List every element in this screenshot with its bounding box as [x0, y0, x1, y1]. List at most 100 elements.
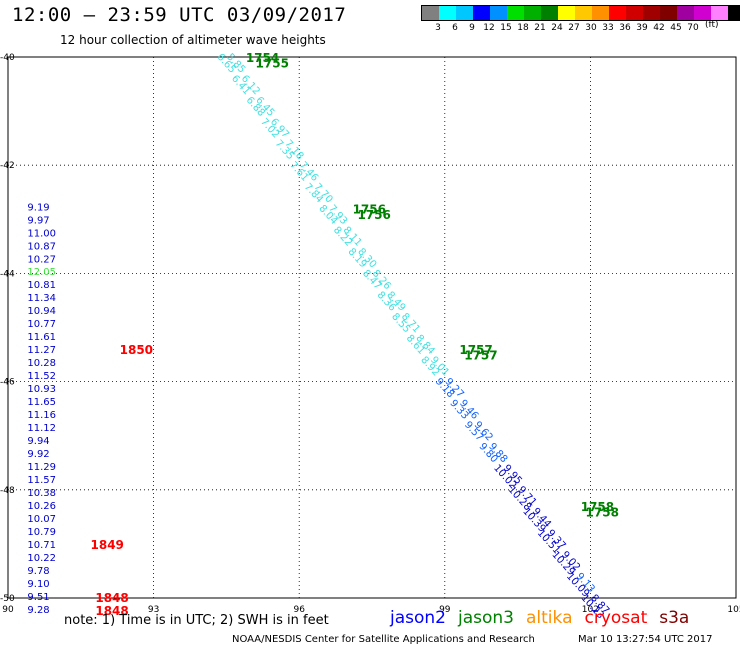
swh-value: 11.12 — [27, 423, 56, 434]
color-scale-label: 24 — [551, 23, 563, 33]
color-scale-label: 70 — [687, 23, 699, 33]
color-scale-label: 42 — [653, 23, 665, 33]
color-swatch — [609, 6, 626, 20]
time-label: 1758 — [586, 505, 619, 519]
color-scale-label: 33 — [602, 23, 614, 33]
swh-value: 11.29 — [27, 462, 56, 473]
color-scale-label: 18 — [517, 23, 529, 33]
y-tick-label: -44 — [0, 269, 15, 279]
color-swatch — [592, 6, 609, 20]
color-scale-label: 36 — [619, 23, 631, 33]
swh-value: 11.57 — [27, 475, 56, 486]
color-swatch — [507, 6, 524, 20]
y-tick-label: -48 — [0, 486, 15, 496]
swh-value: 11.52 — [27, 371, 56, 382]
swh-value: 11.65 — [27, 397, 56, 408]
swh-value: 10.94 — [27, 306, 56, 317]
color-swatch — [643, 6, 660, 20]
color-swatch — [524, 6, 541, 20]
swh-value: 9.10 — [27, 579, 49, 590]
swh-value: 10.07 — [27, 514, 56, 525]
legend-item-jason2: jason2 — [390, 608, 446, 628]
time-label: 1756 — [357, 208, 390, 222]
color-scale-labels: 3 6 9 12 15 18 21 24 27 30 33 36 39 42 45 70 — [421, 21, 740, 33]
x-tick-label: 102 — [582, 605, 599, 615]
footer-note: note: 1) Time is in UTC; 2) SWH is in fe… — [64, 613, 329, 628]
footer-timestamp: Mar 10 13:27:54 UTC 2017 — [578, 634, 713, 645]
color-scale-label: 6 — [452, 23, 458, 33]
x-tick-label: 105 — [727, 605, 740, 615]
axis-tick-labels: 90 93 96 99 102 105 -40 -42 -44 -46 -48 -50 — [0, 53, 740, 615]
swh-value: 9.19 — [27, 202, 49, 213]
swh-value: 10.22 — [27, 553, 56, 564]
track-values: 6.656.416.887.027.357.617.848.048.228.19… — [214, 52, 611, 622]
time-label: 1757 — [459, 343, 492, 357]
color-swatch — [490, 6, 507, 20]
legend-item-s3a: s3a — [659, 608, 690, 628]
color-scale-label: 27 — [568, 23, 580, 33]
color-scale-unit: (ft) — [705, 20, 719, 30]
swh-value: 10.93 — [27, 384, 56, 395]
color-swatch — [439, 6, 456, 20]
swh-value: 10.87 — [27, 241, 56, 252]
swh-value: 9.92 — [27, 449, 49, 460]
time-label: 1850 — [120, 343, 153, 357]
swh-value: 10.77 — [27, 319, 56, 330]
color-swatch — [473, 6, 490, 20]
swh-value: 9.78 — [27, 566, 49, 577]
time-label: 1757 — [464, 349, 497, 363]
chart-subtitle: 12 hour collection of altimeter wave hei… — [60, 33, 326, 47]
color-swatch — [422, 6, 439, 20]
swh-value: 10.71 — [27, 540, 56, 551]
y-tick-label: -42 — [0, 161, 15, 171]
swh-value: 11.61 — [27, 332, 56, 343]
y-tick-label: -50 — [0, 594, 15, 604]
y-tick-label: -40 — [0, 53, 15, 63]
color-scale-label: 15 — [500, 23, 512, 33]
swh-value: 10.26 — [27, 501, 56, 512]
time-label: 1848 — [95, 591, 128, 605]
time-label: 1848 — [95, 604, 128, 618]
color-swatch — [575, 6, 592, 20]
color-scale: 3 6 9 12 15 18 21 24 27 30 33 36 39 42 45 70 — [421, 5, 740, 33]
color-swatch — [677, 6, 694, 20]
color-swatch — [456, 6, 473, 20]
swh-value: 9.94 — [27, 436, 49, 447]
color-swatch — [711, 6, 728, 20]
color-scale-label: 39 — [636, 23, 648, 33]
x-tick-label: 93 — [148, 605, 159, 615]
swh-value: 10.81 — [27, 280, 56, 291]
color-scale-swatches — [421, 5, 740, 21]
color-swatch — [694, 6, 711, 20]
time-label: 1755 — [256, 56, 289, 70]
swh-value: 11.00 — [27, 228, 56, 239]
swh-value: 10.28 — [27, 358, 56, 369]
legend-item-jason3: jason3 — [458, 608, 514, 628]
color-swatch — [558, 6, 575, 20]
swh-value: 11.34 — [27, 293, 56, 304]
chart-title: 12:00 – 23:59 UTC 03/09/2017 — [12, 4, 347, 26]
color-scale-label: 21 — [534, 23, 546, 33]
swh-value: 9.28 — [27, 605, 49, 616]
plot-border — [7, 56, 737, 599]
satellite-legend: jason2 jason3 altika cryosat s3a — [390, 608, 701, 628]
x-tick-label: 96 — [293, 605, 305, 615]
color-scale-label: 9 — [469, 23, 475, 33]
time-label: 1756 — [353, 202, 386, 216]
y-tick-label: -46 — [0, 378, 15, 388]
swh-value: 12.05 — [27, 267, 56, 278]
x-tick-label: 90 — [2, 605, 14, 615]
left-column-values: 9.19 9.97 11.00 10.87 10.27 12.05 10.81 11.34 10… — [27, 202, 56, 616]
legend-item-cryosat: cryosat — [584, 608, 648, 628]
swh-value: 11.16 — [27, 410, 56, 421]
color-swatch — [728, 6, 740, 20]
swh-value: 9.51 — [27, 592, 49, 603]
legend-item-altika: altika — [526, 608, 573, 628]
x-tick-label: 99 — [439, 605, 451, 615]
color-scale-label: 3 — [435, 23, 441, 33]
color-scale-label: 30 — [585, 23, 597, 33]
swh-value: 9.97 — [27, 215, 49, 226]
color-scale-label: 12 — [483, 23, 495, 33]
